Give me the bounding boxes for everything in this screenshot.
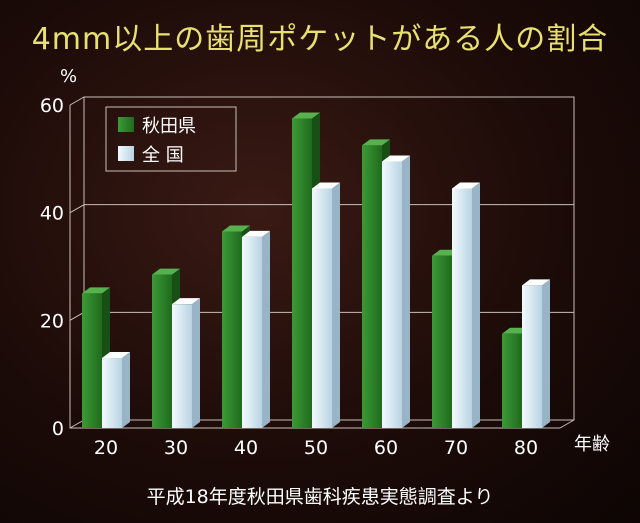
bar-top [172, 298, 200, 305]
y-tick-label: 20 [40, 310, 64, 332]
bar-top [82, 287, 110, 294]
bar-top [222, 225, 250, 232]
legend-swatch [118, 146, 134, 161]
bar-front [152, 274, 172, 428]
bar-side [542, 279, 550, 428]
bar-top [152, 268, 180, 275]
bar-top [102, 352, 130, 359]
bar [312, 182, 340, 428]
gridline-depth [69, 311, 85, 321]
bar-front [432, 255, 452, 428]
x-tick-label: 40 [234, 437, 258, 459]
x-tick-label: 20 [94, 437, 118, 459]
bar-front [82, 293, 102, 428]
y-tick-label: 60 [40, 95, 64, 117]
legend-box [105, 106, 237, 172]
bar-front [452, 188, 472, 428]
x-tick-label: 50 [304, 437, 328, 459]
depth-edge-top [69, 96, 85, 106]
bar-top [522, 279, 550, 286]
bar-top [292, 112, 320, 119]
bar-front [222, 231, 242, 428]
y-unit-label: % [60, 66, 77, 87]
bar [522, 279, 550, 428]
bar [172, 298, 200, 428]
depth-edge-bottom-right [559, 419, 575, 429]
gridline-depth [69, 204, 85, 214]
bar-side [122, 352, 130, 428]
bar [452, 182, 480, 428]
bar-front [292, 118, 312, 428]
bar-front [102, 358, 122, 428]
y-tick-label: 40 [40, 203, 64, 225]
source-note: 平成18年度秋田県歯科疾患実態調査より [146, 486, 494, 508]
bar-front [242, 236, 262, 428]
bar-side [402, 155, 410, 428]
bar-top [242, 230, 270, 237]
x-tick-label: 60 [374, 437, 398, 459]
bar-side [262, 230, 270, 428]
depth-edge-bottom-left [69, 419, 85, 429]
bar [242, 230, 270, 428]
bar-side [332, 182, 340, 428]
bar-front [522, 285, 542, 428]
bar [102, 352, 130, 428]
bar [382, 155, 410, 428]
legend-label: 全 国 [142, 145, 184, 166]
bar-front [172, 304, 192, 428]
bar-front [382, 161, 402, 428]
bar-top [382, 155, 410, 162]
bar-front [312, 188, 332, 428]
bars-layer [82, 112, 550, 428]
bar-side [472, 182, 480, 428]
x-axis-label: 年齢 [574, 434, 610, 455]
x-tick-label: 30 [164, 437, 188, 459]
y-tick-label: 0 [52, 418, 64, 440]
legend-swatch [118, 117, 134, 132]
bar-top [312, 182, 340, 189]
x-tick-labels: 20 30 40 50 60 70 80 [94, 437, 538, 459]
bar-top [362, 139, 390, 146]
bar-side [192, 298, 200, 428]
chart-title: 4mm以上の歯周ポケットがある人の割合 [31, 22, 609, 57]
bar-front [502, 333, 522, 428]
legend-label: 秋田県 [142, 116, 196, 137]
bar-front [362, 145, 382, 428]
x-tick-label: 70 [444, 437, 468, 459]
x-tick-label: 80 [514, 437, 538, 459]
y-tick-labels: 0 20 40 60 [40, 95, 64, 440]
bar-top [452, 182, 480, 189]
